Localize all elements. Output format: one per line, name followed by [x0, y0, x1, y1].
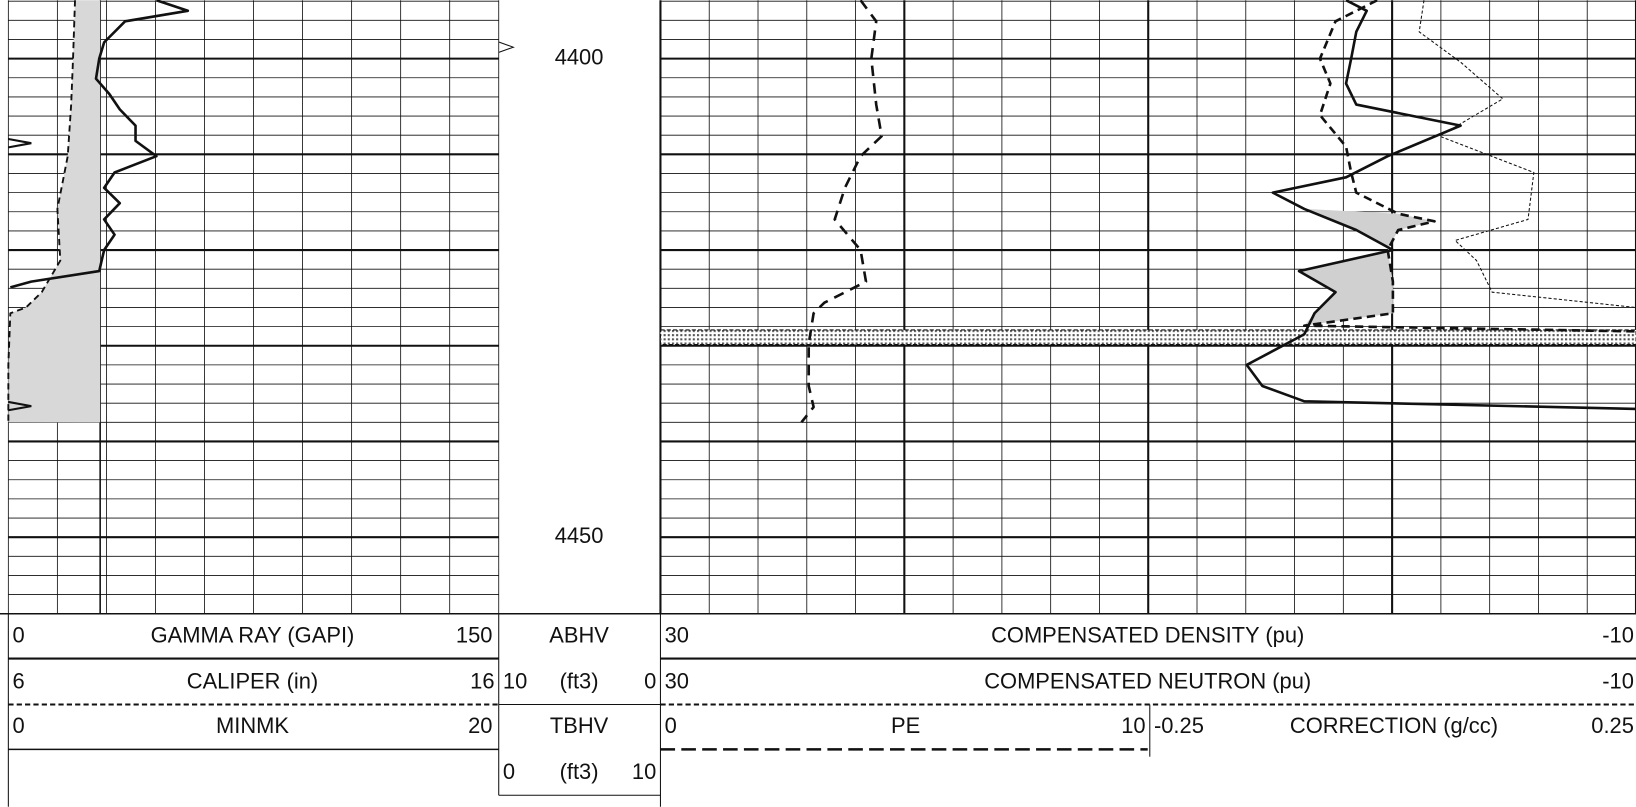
curve-name: PE [891, 713, 920, 738]
dotted-band [659, 329, 1636, 346]
scale-right: 0 [644, 668, 656, 693]
curve-name: COMPENSATED DENSITY (pu) [991, 622, 1304, 647]
scale-right: 20 [468, 713, 492, 738]
scale-left: 0 [13, 622, 25, 647]
curve-density [1245, 0, 1636, 411]
curve-name: TBHV [550, 713, 609, 738]
scale-right: 150 [456, 622, 493, 647]
scale-right: 0.25 [1591, 713, 1634, 738]
curve-pe [800, 0, 883, 424]
scale-right: 16 [470, 668, 494, 693]
curve-name: GAMMA RAY (GAPI) [151, 622, 355, 647]
curve-gamma-ray [9, 0, 190, 289]
depth-label: 4450 [555, 523, 604, 548]
unit: (ft3) [560, 759, 599, 784]
curve-correction [1418, 0, 1636, 309]
labels: 0 GAMMA RAY (GAPI) 150 6 CALIPER (in) 16… [13, 622, 1634, 784]
curves [7, 0, 1636, 424]
unit: (ft3) [560, 668, 599, 693]
scale-right: -10 [1602, 668, 1634, 693]
scale-right: -10 [1602, 622, 1634, 647]
scale-right: 10 [632, 759, 656, 784]
scale-right: 10 [1121, 713, 1145, 738]
curve-caliper [7, 0, 76, 423]
scale-left: -0.25 [1154, 713, 1204, 738]
curve-name: CALIPER (in) [187, 668, 318, 693]
scale-left: 30 [665, 622, 689, 647]
curve-name: ABHV [549, 622, 609, 647]
scale-left: 0 [503, 759, 515, 784]
scale-left: 30 [665, 668, 689, 693]
scale-left: 10 [503, 668, 527, 693]
scale-left: 6 [13, 668, 25, 693]
curve-name: CORRECTION (g/cc) [1290, 713, 1498, 738]
curve-name: MINMK [216, 713, 289, 738]
caliper-fill [8, 0, 101, 423]
depth-label: 4400 [555, 44, 604, 69]
curve-name: COMPENSATED NEUTRON (pu) [984, 668, 1311, 693]
curve-neutron [1303, 0, 1636, 333]
scale-left: 0 [13, 713, 25, 738]
header-lines [0, 41, 1636, 807]
scale-left: 0 [665, 713, 677, 738]
